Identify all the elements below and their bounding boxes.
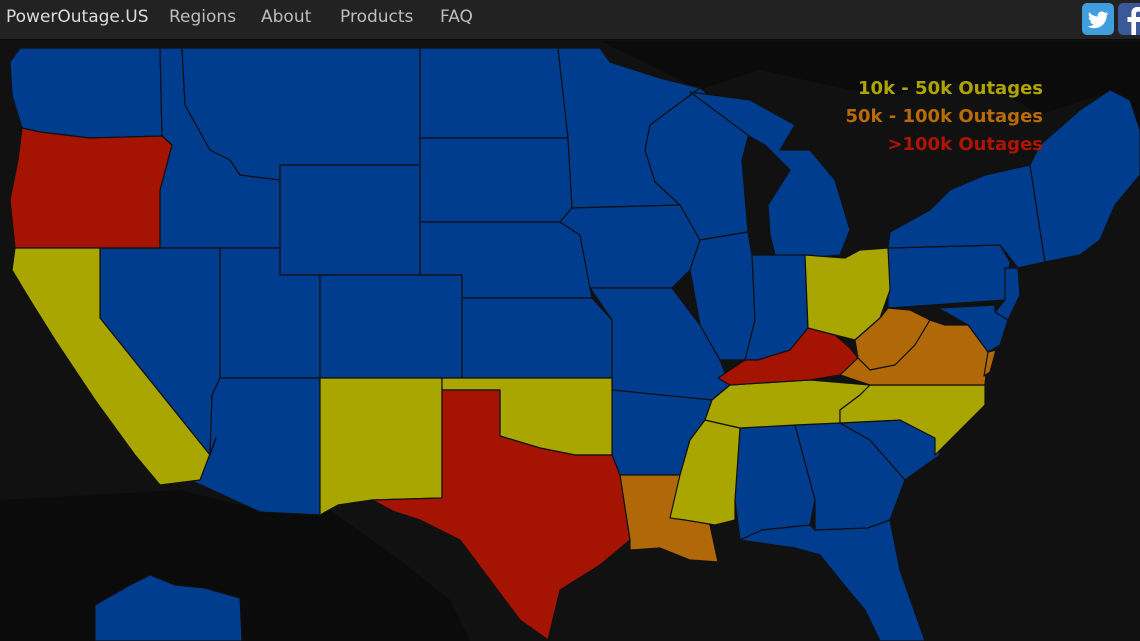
state-washington[interactable]: [9, 47, 163, 139]
state-wyoming[interactable]: [279, 164, 421, 276]
nav-products-link[interactable]: Products: [340, 7, 414, 27]
facebook-icon[interactable]: [1118, 3, 1140, 35]
twitter-icon[interactable]: [1082, 3, 1114, 35]
state-oregon[interactable]: [9, 127, 173, 249]
outage-states: [9, 127, 997, 641]
nav-about-link[interactable]: About: [261, 7, 312, 27]
state-texas[interactable]: [371, 389, 631, 641]
state-virginia[interactable]: [839, 319, 989, 386]
state-pennsylvania[interactable]: [887, 244, 1011, 309]
state-kentucky[interactable]: [717, 327, 859, 386]
state-colorado[interactable]: [319, 274, 463, 379]
state-new-mexico[interactable]: [319, 377, 443, 516]
base-states: [9, 47, 1140, 641]
state-kansas[interactable]: [461, 297, 613, 379]
brand-link[interactable]: PowerOutage.US: [6, 7, 149, 27]
state-delmarva-tip[interactable]: [983, 349, 997, 377]
state-north-dakota[interactable]: [419, 47, 569, 139]
legend-item-50k-100k: 50k - 100k Outages: [845, 106, 1043, 127]
state-new-england[interactable]: [1029, 89, 1140, 263]
canada-land: [0, 41, 1140, 175]
outage-legend: 10k - 50k Outages 50k - 100k Outages >10…: [845, 75, 1043, 159]
nav-faq-link[interactable]: FAQ: [440, 7, 473, 27]
top-navbar: PowerOutage.US Regions About Products FA…: [0, 0, 1140, 40]
state-ohio[interactable]: [804, 247, 891, 341]
legend-item-10k-50k: 10k - 50k Outages: [858, 78, 1043, 99]
state-california[interactable]: [11, 247, 217, 486]
nav-regions-link[interactable]: Regions: [169, 7, 237, 27]
state-south-dakota[interactable]: [419, 137, 573, 223]
legend-item-over-100k: >100k Outages: [887, 134, 1043, 155]
state-florida[interactable]: [739, 519, 926, 641]
outage-map: [0, 41, 1140, 641]
state-alaska[interactable]: [94, 574, 243, 641]
